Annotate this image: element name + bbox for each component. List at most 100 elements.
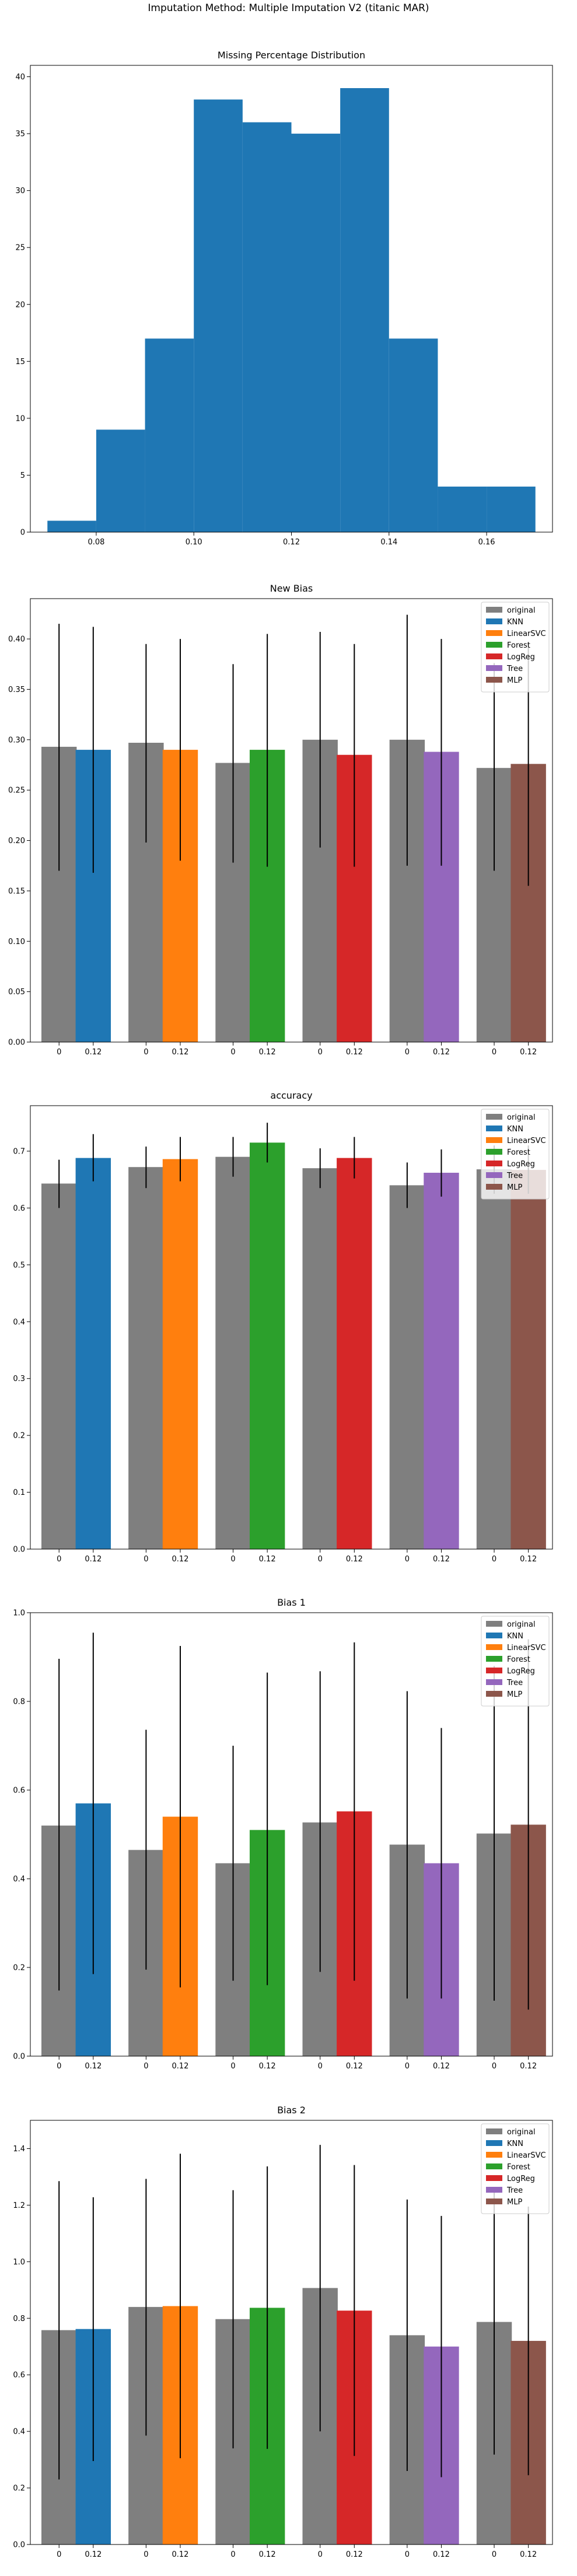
chart-title: accuracy <box>270 1090 312 1101</box>
legend-swatch <box>486 630 502 636</box>
x-tick-label: 0.12 <box>259 2550 276 2559</box>
y-tick-label: 0.30 <box>8 736 25 745</box>
y-tick-label: 30 <box>15 187 25 195</box>
x-tick-label: 0.12 <box>346 1555 363 1564</box>
x-tick-label: 0.12 <box>520 1048 537 1057</box>
y-tick-label: 0.8 <box>13 1698 25 1707</box>
y-tick-label: 1.0 <box>13 2258 25 2267</box>
y-tick-label: 0.3 <box>13 1375 25 1383</box>
x-tick-label: 0.12 <box>433 1555 450 1564</box>
legend-swatch <box>486 1621 502 1627</box>
y-tick-label: 1.4 <box>13 2145 25 2154</box>
x-tick-label: 0 <box>144 1555 148 1564</box>
y-tick-label: 0.8 <box>13 2315 25 2323</box>
bar-original-linearsvc <box>128 1167 164 1549</box>
legend-swatch <box>486 1633 502 1638</box>
legend-swatch <box>486 1668 502 1673</box>
x-tick-label: 0 <box>318 1048 323 1057</box>
y-tick-label: 5 <box>20 471 25 480</box>
legend-label: LogReg <box>507 653 535 662</box>
new-bias-panel: New Bias 0 0.12 0 0.12 0 0.12 0 0.12 0 0.12 0 0.12 0.… <box>0 583 577 1074</box>
bar-original-logreg <box>302 1168 338 1549</box>
x-tick-label: 0 <box>57 1555 61 1564</box>
legend-swatch <box>486 1172 502 1178</box>
y-tick-label: 0.2 <box>13 1432 25 1441</box>
legend-label: LinearSVC <box>507 630 546 638</box>
x-tick-label: 0.12 <box>85 1048 102 1057</box>
legend-swatch <box>486 2175 502 2181</box>
legend-swatch <box>486 1644 502 1650</box>
x-tick-label: 0.12 <box>85 2062 102 2071</box>
legend-swatch <box>486 2140 502 2146</box>
y-tick-label: 0.6 <box>13 2371 25 2380</box>
legend-label: Forest <box>507 641 530 650</box>
figure-suptitle: Imputation Method: Multiple Imputation V… <box>148 2 429 14</box>
legend-swatch <box>486 642 502 648</box>
x-tick-label: 0 <box>492 1048 496 1057</box>
axes-frame <box>30 1612 553 2057</box>
x-tick-label: 0 <box>57 2550 61 2559</box>
x-tick-label: 0 <box>144 2062 148 2071</box>
y-tick-label: 0.20 <box>8 837 25 845</box>
x-tick-label: 0 <box>230 1048 235 1057</box>
bias-1-panel: Bias 1 0 0.12 0 0.12 0 0.12 0 0.12 0 0.12 0 0.12 0.0 0… <box>0 1598 577 2088</box>
y-tick-label: 0.4 <box>13 1318 25 1327</box>
x-tick-label: 0.12 <box>520 1555 537 1564</box>
x-tick-label: 0.12 <box>520 2062 537 2071</box>
x-tick-label: 0 <box>230 1555 235 1564</box>
bar-original-tree <box>389 1185 425 1549</box>
chart-title: New Bias <box>270 583 313 594</box>
y-tick-label: 0.6 <box>13 1787 25 1795</box>
y-tick-label: 0.2 <box>13 2484 25 2493</box>
y-tick-label: 1.2 <box>13 2201 25 2210</box>
y-tick-label: 0.25 <box>8 787 25 795</box>
histogram-bar <box>340 88 389 532</box>
legend-label: MLP <box>507 1183 522 1192</box>
bias-2-panel: Bias 2 0 0.12 0 0.12 0 0.12 0 0.12 0 0.12 0 0.12 0.0 0… <box>0 2105 577 2576</box>
y-tick-label: 0.0 <box>13 2053 25 2061</box>
y-tick-label: 25 <box>15 244 25 253</box>
y-tick-label: 0.4 <box>13 1875 25 1884</box>
legend-label: KNN <box>507 1125 523 1134</box>
histogram-bar <box>145 338 194 532</box>
x-tick-label: 0.12 <box>283 538 300 547</box>
legend-label: MLP <box>507 676 522 685</box>
x-tick-label: 0.12 <box>172 1048 189 1057</box>
legend-label: KNN <box>507 618 523 627</box>
y-tick-label: 1.0 <box>13 1609 25 1618</box>
bias-1-chart: Bias 1 0 0.12 0 0.12 0 0.12 0 0.12 0 0.12 0 0.12 0.0 0… <box>13 1598 553 2071</box>
legend-label: original <box>507 2128 536 2137</box>
x-tick-label: 0 <box>318 1555 323 1564</box>
x-tick-label: 0 <box>405 2550 410 2559</box>
histogram-bar <box>438 486 487 532</box>
legend-label: original <box>507 606 536 615</box>
legend-label: LogReg <box>507 1667 535 1676</box>
axes-frame <box>30 598 553 1043</box>
x-tick-label: 0 <box>230 2550 235 2559</box>
legend-swatch <box>486 1679 502 1685</box>
x-tick-label: 0.12 <box>346 2062 363 2071</box>
y-tick-label: 0.4 <box>13 2428 25 2437</box>
bar-imputed-forest <box>249 1142 285 1549</box>
legend-label: LinearSVC <box>507 1137 546 1145</box>
legend-label: Forest <box>507 1148 530 1157</box>
legend-swatch <box>486 677 502 683</box>
legend-swatch <box>486 1656 502 1662</box>
legend-swatch <box>486 1114 502 1120</box>
legend-swatch <box>486 618 502 624</box>
y-tick-label: 0.0 <box>13 1546 25 1554</box>
legend-swatch <box>486 2187 502 2193</box>
x-tick-label: 0.12 <box>85 1555 102 1564</box>
histogram-bar <box>487 486 536 532</box>
bar-original-forest <box>215 1156 251 1549</box>
x-tick-label: 0.12 <box>346 1048 363 1057</box>
histogram-bar <box>389 338 438 532</box>
y-tick-label: 0.0 <box>13 2541 25 2550</box>
chart-title: Missing Percentage Distribution <box>218 50 365 61</box>
x-tick-label: 0.14 <box>380 538 397 547</box>
legend-swatch <box>486 607 502 613</box>
legend-label: original <box>507 1113 536 1122</box>
histogram-bar <box>242 122 292 532</box>
x-tick-label: 0.12 <box>172 2550 189 2559</box>
y-tick-label: 0.6 <box>13 1204 25 1213</box>
